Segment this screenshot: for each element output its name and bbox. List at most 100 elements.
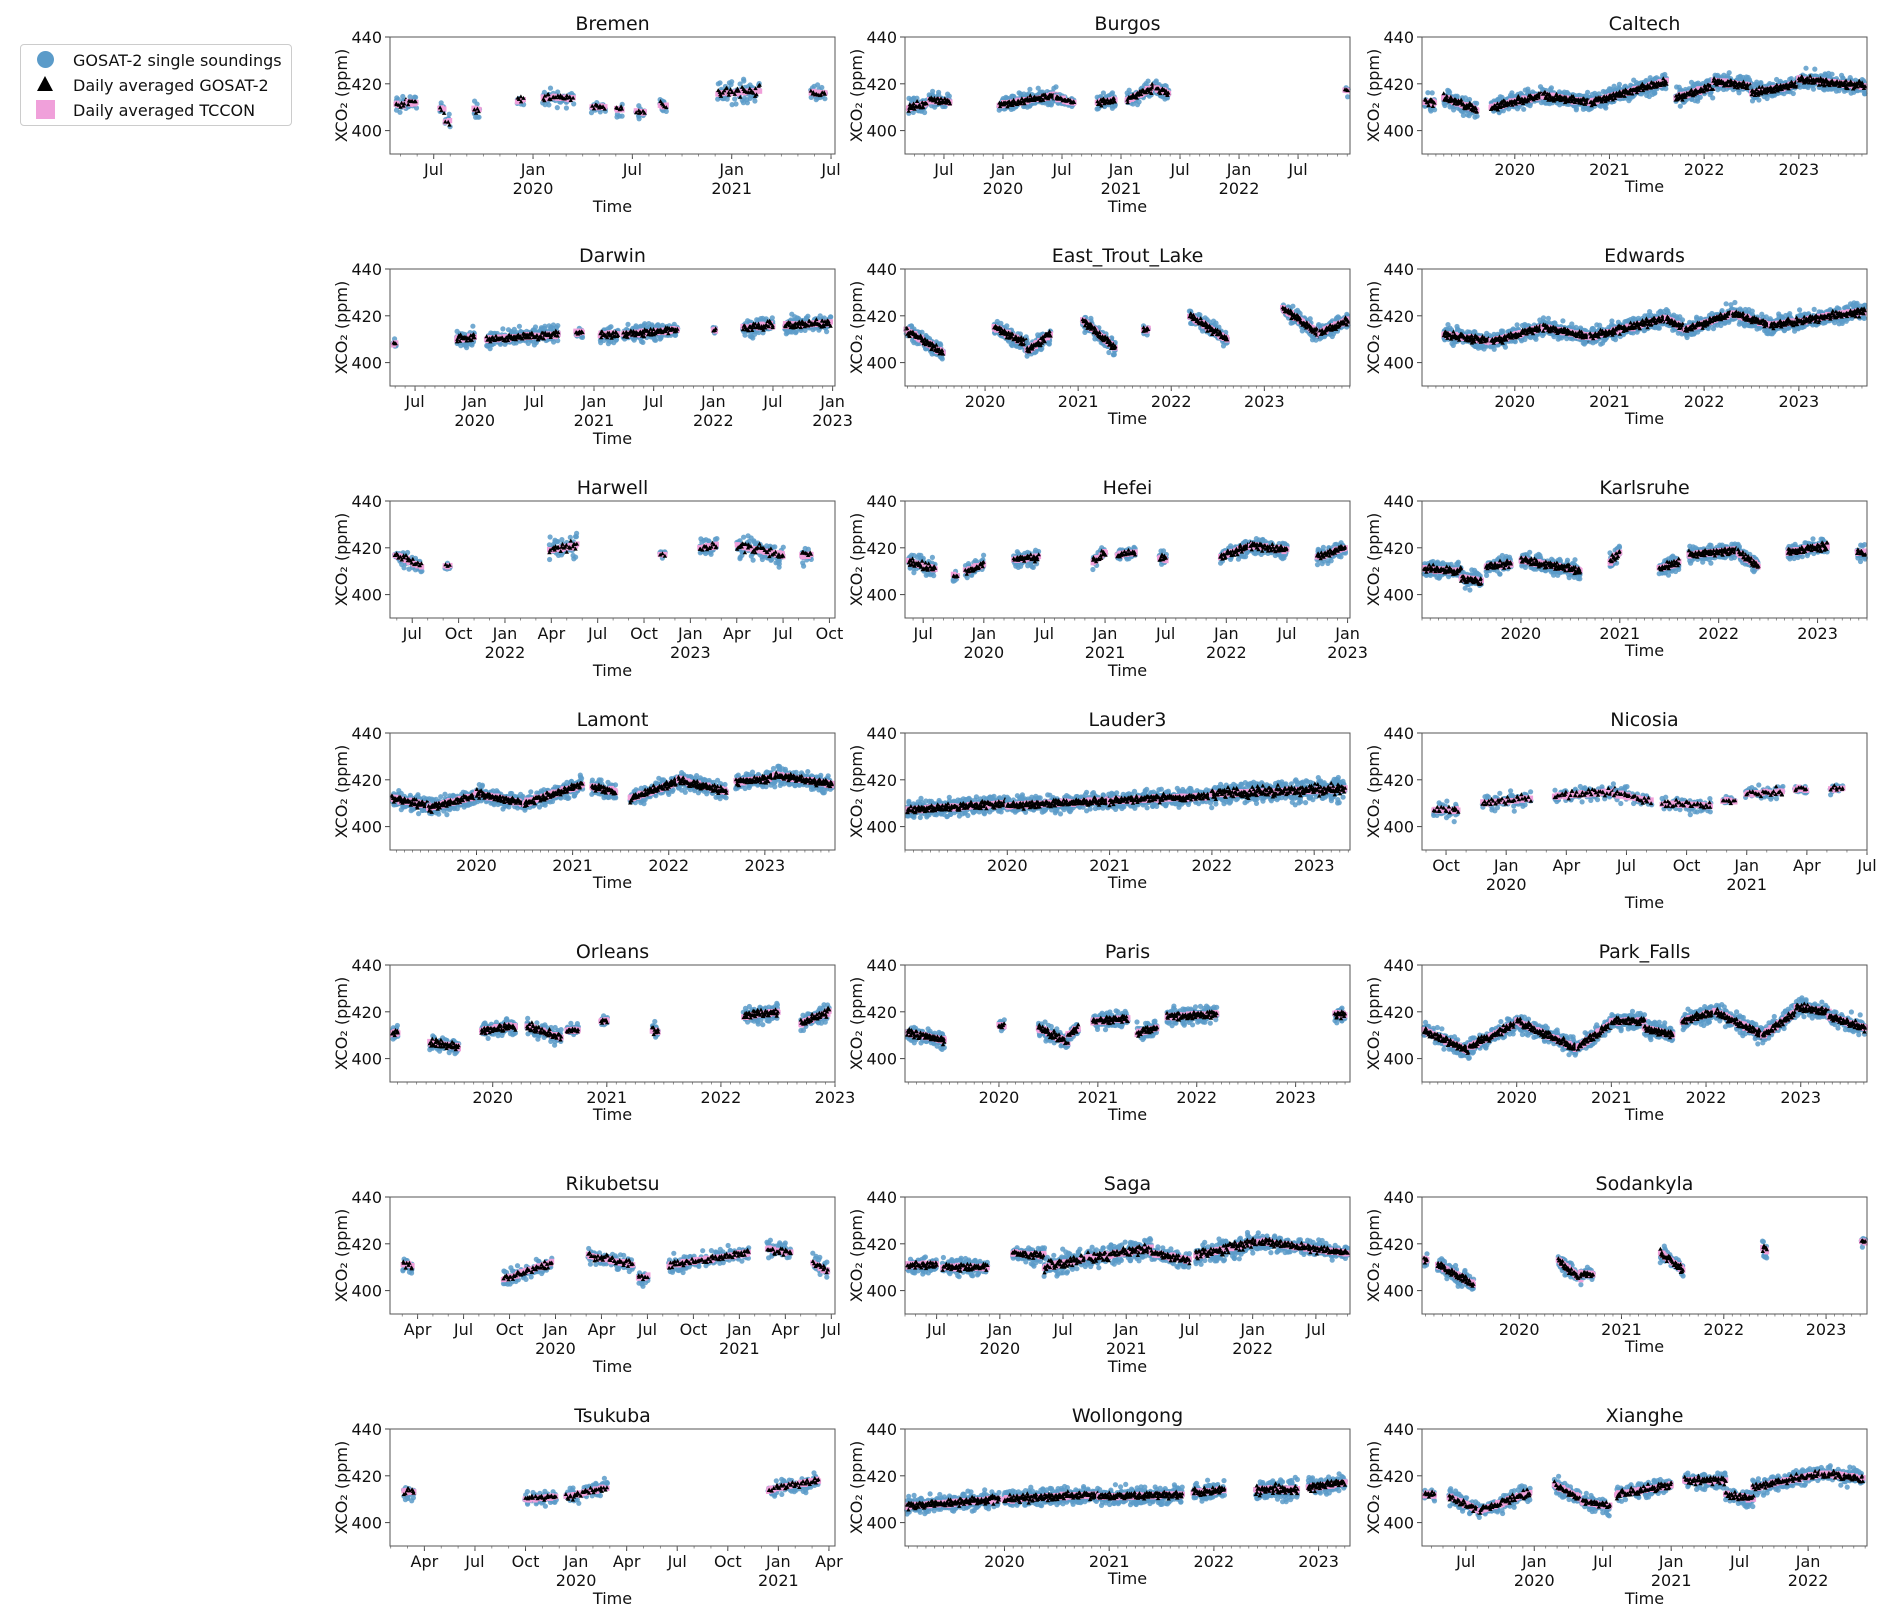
single-sounding-point: [1474, 101, 1479, 106]
x-tick-label: Jan: [1108, 160, 1134, 179]
single-sounding-point: [936, 90, 941, 95]
single-sounding-point: [922, 110, 927, 115]
single-sounding-point: [1811, 87, 1816, 92]
single-sounding-point: [1345, 94, 1350, 99]
data-points: [394, 77, 829, 130]
single-sounding-point: [733, 101, 738, 106]
plot-frame: [390, 37, 835, 154]
single-sounding-point: [1053, 84, 1058, 89]
panel-title: Bremen: [575, 13, 649, 35]
y-tick-label: 440: [351, 260, 382, 279]
single-sounding-point: [397, 110, 402, 115]
x-tick-label: 2020: [1494, 160, 1535, 179]
panel-title: Burgos: [1094, 13, 1160, 35]
x-axis-label: Time: [592, 197, 632, 216]
y-tick-label: 440: [351, 28, 382, 47]
x-tick-label: 2021: [1101, 179, 1142, 198]
y-tick-label: 400: [351, 122, 382, 141]
single-sounding-point: [1812, 67, 1817, 72]
y-tick-label: 420: [351, 75, 382, 94]
y-tick-label: 420: [351, 307, 382, 326]
x-tick-label: Jan: [581, 392, 607, 411]
y-tick-label: 440: [866, 28, 897, 47]
x-tick-label: 2020: [513, 179, 554, 198]
x-tick-label: Jul: [1051, 160, 1071, 179]
data-points: [1422, 66, 1867, 120]
y-tick-label: 420: [866, 75, 897, 94]
y-axis-label: XCO₂ (ppm): [332, 49, 351, 142]
x-tick-label: Jul: [622, 160, 642, 179]
single-sounding-point: [620, 114, 625, 119]
single-sounding-point: [741, 78, 746, 83]
single-sounding-point: [533, 324, 538, 329]
tccon-daily-point: [757, 89, 762, 94]
x-tick-label: Jan: [700, 392, 726, 411]
single-sounding-point: [555, 323, 560, 328]
single-sounding-point: [637, 116, 642, 121]
x-tick-label: Jan: [718, 160, 744, 179]
y-axis-label: XCO₂ (ppm): [332, 281, 351, 374]
single-sounding-point: [564, 105, 569, 110]
x-tick-label: 2022: [1219, 179, 1260, 198]
x-tick-label: Jan: [990, 160, 1016, 179]
x-tick-label: 2020: [983, 179, 1024, 198]
x-tick-label: Jul: [643, 392, 663, 411]
x-tick-label: Jul: [1287, 160, 1307, 179]
single-sounding-point: [1521, 107, 1526, 112]
x-tick-label: 2021: [711, 179, 752, 198]
x-tick-label: Jul: [524, 392, 544, 411]
x-tick-label: Jul: [404, 392, 424, 411]
single-sounding-point: [413, 95, 418, 100]
single-sounding-point: [1509, 90, 1514, 95]
panel-darwin: Darwin XCO₂ (ppm) 400 420 440 Jul Jan 2020 Jul Ja…: [332, 245, 853, 448]
single-sounding-point: [498, 342, 503, 347]
y-axis-label: XCO₂ (ppm): [847, 49, 866, 142]
single-sounding-point: [470, 324, 475, 329]
single-sounding-point: [1603, 105, 1608, 110]
single-sounding-point: [1803, 66, 1808, 71]
single-sounding-point: [732, 96, 737, 101]
single-sounding-point: [717, 80, 722, 85]
single-sounding-point: [580, 335, 585, 340]
single-sounding-point: [1137, 99, 1142, 104]
x-tick-label: Jul: [423, 160, 443, 179]
single-sounding-point: [1146, 79, 1151, 84]
single-sounding-point: [752, 98, 757, 103]
x-tick-label: Jan: [520, 160, 546, 179]
x-tick-label: 2020: [454, 411, 495, 430]
panel-title: Caltech: [1609, 13, 1681, 35]
y-tick-label: 420: [1383, 75, 1414, 94]
single-sounding-point: [447, 112, 452, 117]
x-tick-label: Jul: [820, 160, 840, 179]
x-tick-label: 2022: [693, 411, 734, 430]
single-sounding-point: [1710, 95, 1715, 100]
single-sounding-point: [1663, 86, 1668, 91]
single-sounding-point: [542, 90, 547, 95]
single-sounding-point: [1027, 87, 1032, 92]
x-tick-label: Jul: [933, 160, 953, 179]
single-sounding-point: [517, 324, 522, 329]
y-tick-label: 400: [351, 354, 382, 373]
y-axis-label: XCO₂ (ppm): [1364, 49, 1383, 142]
single-sounding-point: [1678, 104, 1683, 109]
y-tick-label: 440: [1383, 28, 1414, 47]
x-tick-label: 2023: [812, 411, 853, 430]
single-sounding-point: [819, 85, 824, 90]
data-points: [391, 312, 834, 352]
x-tick-label: 2023: [1778, 160, 1819, 179]
single-sounding-point: [745, 100, 750, 105]
single-sounding-point: [1475, 114, 1480, 119]
x-tick-label: Jul: [762, 392, 782, 411]
x-tick-label: 2021: [574, 411, 615, 430]
single-sounding-point: [476, 115, 481, 120]
x-axis-label: Time: [1107, 197, 1147, 216]
y-tick-label: 400: [1383, 122, 1414, 141]
panel-title: Darwin: [579, 245, 646, 267]
single-sounding-point: [1727, 70, 1732, 75]
single-sounding-point: [548, 86, 553, 91]
single-sounding-point: [729, 79, 734, 84]
y-tick-label: 400: [866, 122, 897, 141]
